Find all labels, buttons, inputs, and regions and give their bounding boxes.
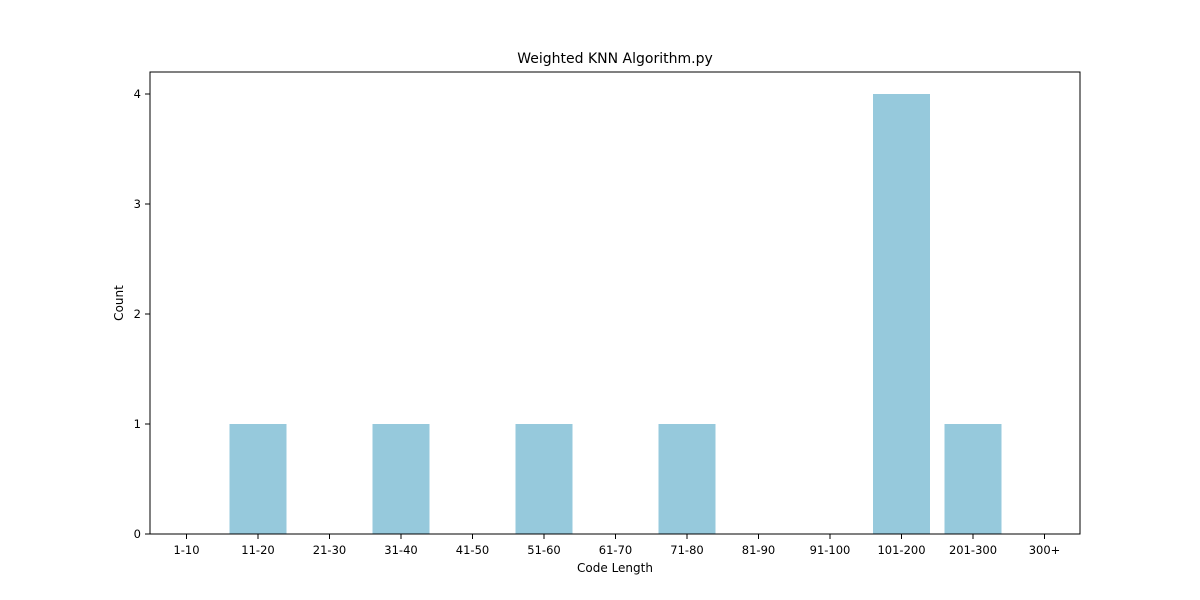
y-tick-label: 3 — [134, 197, 141, 211]
y-tick-label: 4 — [134, 87, 141, 101]
y-tick-label: 2 — [134, 307, 141, 321]
x-tick-label: 11-20 — [241, 543, 274, 557]
x-tick-label: 201-300 — [949, 543, 997, 557]
x-tick-label: 101-200 — [877, 543, 925, 557]
chart-title: Weighted KNN Algorithm.py — [517, 51, 713, 67]
bar-201-300 — [944, 424, 1002, 534]
x-tick-label: 51-60 — [527, 543, 560, 557]
bars-group — [229, 94, 1002, 534]
x-tick-label: 1-10 — [173, 543, 199, 557]
bar-101-200 — [873, 94, 930, 534]
x-tick-label: 81-90 — [742, 543, 775, 557]
x-tick-label: 71-80 — [670, 543, 703, 557]
bar-31-40 — [372, 424, 430, 534]
y-axis-label: Count — [112, 285, 126, 321]
x-tick-label: 41-50 — [456, 543, 489, 557]
plot-frame — [149, 71, 1081, 535]
bar-51-60 — [515, 424, 573, 534]
bar-71-80 — [658, 424, 716, 534]
x-tick-label: 91-100 — [810, 543, 851, 557]
x-tick-label: 21-30 — [313, 543, 346, 557]
x-tick-label: 31-40 — [384, 543, 417, 557]
x-tick-label: 61-70 — [599, 543, 632, 557]
x-tick-label: 300+ — [1029, 543, 1061, 557]
y-tick-label: 0 — [134, 527, 141, 541]
y-tick-label: 1 — [134, 417, 141, 431]
x-axis-label: Code Length — [577, 561, 653, 575]
bar-11-20 — [229, 424, 287, 534]
x-axis: 1-10 11-20 21-30 31-40 41-50 51-60 61-70 71-80 8… — [173, 534, 1060, 557]
y-axis: 0 1 2 3 4 — [134, 87, 150, 541]
